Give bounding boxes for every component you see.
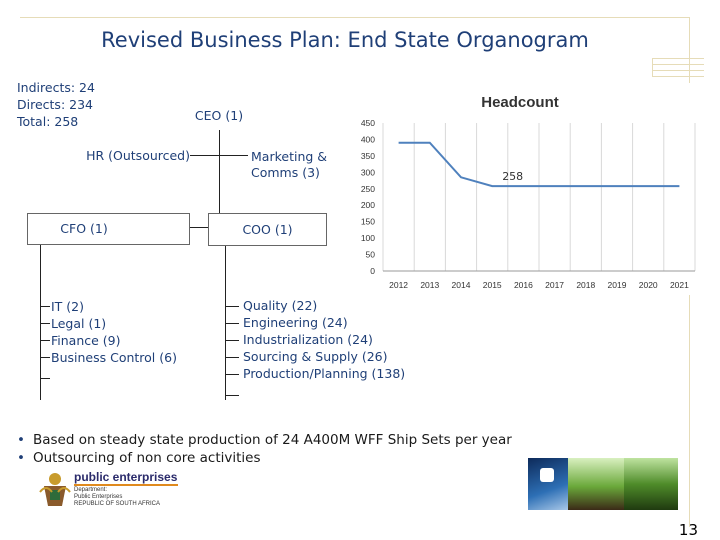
cfo-tick-5 (40, 378, 50, 379)
headcount-stats: Indirects: 24 Directs: 234 Total: 258 (17, 79, 95, 130)
cfo-tick-4 (40, 357, 50, 358)
page-title: Revised Business Plan: End State Organog… (101, 28, 589, 52)
stat-directs: Directs: 234 (17, 97, 93, 112)
bullet-item: • Based on steady state production of 24 … (17, 431, 512, 449)
cfo-unit-legal: Legal (1) (51, 316, 107, 331)
logo-main-text: public enterprises (74, 470, 178, 486)
coo-tick-4 (225, 357, 239, 358)
cfo-unit-finance: Finance (9) (51, 333, 121, 348)
coo-unit-quality: Quality (22) (243, 298, 318, 313)
page-number: 13 (678, 521, 698, 539)
bullet-dot-icon: • (17, 432, 25, 448)
frame-accent-5 (652, 58, 653, 76)
y-tick-label: 250 (361, 184, 375, 194)
cfo-stem (40, 244, 41, 400)
plant-hands-photo (624, 458, 678, 510)
x-tick-label: 2015 (483, 280, 502, 290)
coo-stem (225, 244, 226, 400)
logo-line-3: REPUBLIC OF SOUTH AFRICA (74, 501, 161, 507)
chart-annotation-258: 258 (502, 170, 523, 183)
cfo-tick-3 (40, 340, 50, 341)
coo-units-list: Quality (22) Engineering (24) Industrial… (243, 297, 405, 382)
coo-unit-production: Production/Planning (138) (243, 366, 406, 381)
x-tick-label: 2021 (670, 280, 689, 290)
y-tick-label: 400 (361, 134, 375, 144)
bullet-dot-icon: • (17, 450, 25, 466)
ceo-node: CEO (1) (194, 108, 244, 123)
coo-label: COO (1) (242, 222, 293, 237)
chart-title: Headcount (481, 94, 559, 111)
x-tick-label: 2017 (545, 280, 564, 290)
x-tick-label: 2020 (639, 280, 658, 290)
marketing-node: Marketing & Comms (3) (251, 149, 341, 181)
frame-accent-4 (652, 76, 704, 77)
stat-indirects: Indirects: 24 (17, 80, 95, 95)
logo-line-1: Department: (74, 487, 108, 493)
public-enterprises-logo: public enterprises Department: Public En… (38, 470, 178, 510)
coat-of-arms-icon (39, 473, 71, 506)
y-tick-label: 150 (361, 217, 375, 227)
cfo-label: CFO (1) (60, 221, 108, 236)
y-tick-label: 300 (361, 167, 375, 177)
y-tick-label: 0 (370, 266, 375, 276)
coo-unit-engineering: Engineering (24) (243, 315, 348, 330)
frame-accent-2 (652, 64, 704, 65)
y-tick-label: 350 (361, 151, 375, 161)
y-tick-label: 450 (361, 118, 375, 128)
bullet-list: • Based on steady state production of 24 … (17, 431, 512, 467)
y-tick-label: 100 (361, 233, 375, 243)
x-tick-label: 2019 (608, 280, 627, 290)
coo-tick-2 (225, 323, 239, 324)
photo-strip (528, 458, 678, 510)
x-tick-label: 2013 (420, 280, 439, 290)
y-tick-label: 200 (361, 200, 375, 210)
bullet-text-2: Outsourcing of non core activities (32, 450, 261, 466)
x-tick-label: 2014 (452, 280, 471, 290)
y-tick-label: 50 (366, 250, 376, 260)
seedling-photo (568, 458, 624, 510)
coo-tick-3 (225, 340, 239, 341)
x-tick-label: 2018 (576, 280, 595, 290)
cfo-units-list: IT (2) Legal (1) Finance (9) Business Co… (51, 298, 177, 366)
hr-branch-line (190, 155, 248, 156)
cfo-tick-1 (40, 306, 50, 307)
puzzle-hands-photo (528, 458, 568, 510)
cfo-tick-2 (40, 323, 50, 324)
cfo-box: CFO (1) (27, 213, 190, 245)
frame-top-line (20, 17, 690, 18)
coo-box: COO (1) (208, 213, 327, 246)
hr-node: HR (Outsourced) (86, 148, 190, 163)
logo-line-2: Public Enterprises (74, 494, 123, 500)
x-tick-label: 2016 (514, 280, 533, 290)
cfo-unit-business-control: Business Control (6) (51, 350, 177, 365)
coo-tick-5 (225, 374, 239, 375)
frame-accent-3 (652, 70, 704, 71)
bullet-item: • Outsourcing of non core activities (17, 449, 512, 467)
x-tick-label: 2012 (389, 280, 408, 290)
headcount-series-line (398, 141, 680, 188)
ceo-to-coo-line (219, 130, 220, 214)
coo-unit-industrialization: Industrialization (24) (243, 332, 373, 347)
coo-tick-6 (225, 395, 239, 396)
cfo-coo-connector (188, 227, 208, 228)
cfo-unit-it: IT (2) (51, 299, 85, 314)
marketing-label-line2: Comms (3) (251, 165, 320, 180)
headcount-chart-svg: Headcount 0 50 100 150 200 250 300 350 400 450 20… (361, 94, 696, 290)
stat-total: Total: 258 (17, 114, 79, 129)
bullet-text-1: Based on steady state production of 24 A… (32, 432, 512, 448)
puzzle-piece-icon (540, 468, 554, 482)
headcount-chart: Headcount 0 50 100 150 200 250 300 350 400 450 20… (345, 83, 703, 295)
marketing-label-line1: Marketing & (251, 149, 328, 164)
frame-accent-1 (652, 58, 704, 59)
coo-tick-1 (225, 306, 239, 307)
coo-unit-sourcing: Sourcing & Supply (26) (243, 349, 388, 364)
